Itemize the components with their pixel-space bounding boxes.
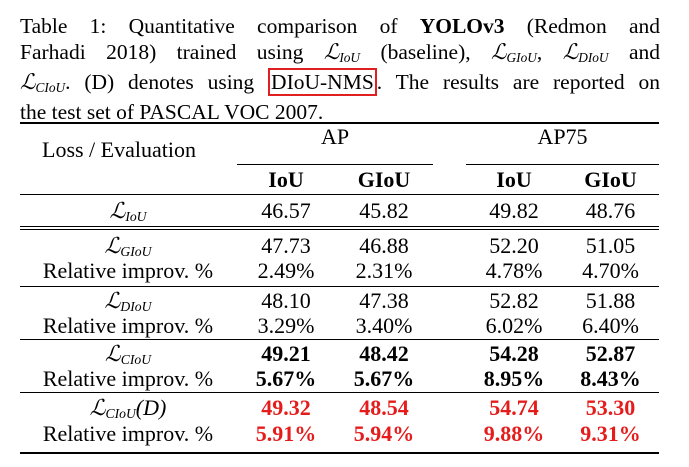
lciou-ap-giou: 48.42 — [359, 341, 409, 366]
lgiou-ap-iou: 47.73 — [261, 233, 311, 258]
bottom-rule — [20, 452, 659, 454]
rule-after-giou — [20, 286, 659, 287]
row-label-lcioud-rel: Relative improv. % — [42, 421, 214, 446]
lcioud-ap75-iou: 54.74 — [489, 395, 539, 420]
lgiou-rel-ap75-iou: 4.78% — [485, 258, 543, 283]
lcioud-ap-iou: 49.32 — [261, 395, 311, 420]
ap75-giou-header: GIoU — [584, 167, 637, 192]
rule-after-liou-b — [20, 229, 659, 230]
ldiou-ap75-iou: 52.82 — [489, 288, 539, 313]
lciou-ap-iou: 49.21 — [261, 341, 311, 366]
ap75-header: AP75 — [537, 124, 588, 149]
caption-line-3: ℒCIoU. (D) denotes using DIoU-NMS. The r… — [20, 67, 660, 96]
lciou-rel-ap-giou: 5.67% — [353, 366, 415, 391]
lcioud-rel-ap75-giou: 9.31% — [580, 421, 641, 446]
lcioud-rel-ap75-iou: 9.88% — [483, 421, 545, 446]
table-caption: Table 1: Quantitative comparison of YOLO… — [20, 14, 660, 126]
ap75-underline — [466, 164, 659, 165]
row-label-ldiou: ℒDIoU — [104, 289, 152, 314]
row-label-lciou: ℒCIoU — [104, 342, 152, 367]
diou-nms-highlight-box: DIoU-NMS — [268, 67, 377, 96]
lcioud-ap75-giou: 53.30 — [585, 395, 636, 420]
lciou-rel-ap75-giou: 8.43% — [580, 366, 641, 391]
lcioud-ap-giou: 48.54 — [359, 395, 409, 420]
row-label-ldiou-rel: Relative improv. % — [42, 313, 214, 338]
row-label-lcioud: ℒCIoU(D) — [89, 395, 167, 421]
ap-iou-header: IoU — [268, 167, 304, 192]
top-rule — [20, 122, 659, 124]
rule-after-ciou — [20, 392, 659, 393]
lciou-rel-ap-iou: 5.67% — [255, 366, 317, 391]
ap75-iou-header: IoU — [496, 167, 532, 192]
caption-line-1: Table 1: Quantitative comparison of YOLO… — [20, 14, 661, 38]
lciou-rel-ap75-iou: 8.95% — [483, 366, 545, 391]
liou-ap-giou: 45.82 — [359, 198, 409, 223]
yolov3-name: YOLOv3 — [419, 14, 505, 38]
caption-line-4: the test set of PASCAL VOC 2007. — [20, 100, 324, 125]
liou-ap-iou: 46.57 — [261, 198, 311, 223]
row-label-liou: ℒIoU — [109, 199, 147, 224]
ldiou-rel-ap75-giou: 6.40% — [582, 313, 639, 338]
header-rule — [20, 194, 659, 195]
row-label-lciou-rel: Relative improv. % — [42, 366, 214, 391]
rule-after-liou-a — [20, 226, 659, 227]
lgiou-rel-ap-iou: 2.49% — [257, 258, 315, 283]
lgiou-ap75-iou: 52.20 — [489, 233, 539, 258]
liou-ap75-giou: 48.76 — [585, 198, 636, 223]
ldiou-rel-ap-iou: 3.29% — [257, 313, 315, 338]
loss-evaluation-header: Loss / Evaluation — [42, 137, 196, 162]
liou-ap75-iou: 49.82 — [489, 198, 539, 223]
lgiou-rel-ap75-giou: 4.70% — [582, 258, 639, 283]
ldiou-rel-ap75-iou: 6.02% — [485, 313, 543, 338]
lcioud-rel-ap-giou: 5.94% — [353, 421, 415, 446]
row-label-lgiou: ℒGIoU — [104, 234, 152, 259]
lgiou-ap-giou: 46.88 — [359, 233, 409, 258]
lciou-ap75-giou: 52.87 — [585, 341, 636, 366]
ap-header: AP — [320, 124, 350, 149]
ldiou-rel-ap-giou: 3.40% — [355, 313, 413, 338]
ap-giou-header: GIoU — [357, 167, 411, 192]
ldiou-ap-iou: 48.10 — [261, 288, 311, 313]
lgiou-rel-ap-giou: 2.31% — [355, 258, 413, 283]
row-label-lgiou-rel: Relative improv. % — [42, 258, 214, 283]
ldiou-ap75-giou: 51.88 — [585, 288, 636, 313]
lciou-ap75-iou: 54.28 — [489, 341, 539, 366]
rule-after-diou — [20, 339, 659, 340]
ldiou-ap-giou: 47.38 — [359, 288, 409, 313]
lcioud-rel-ap-iou: 5.91% — [255, 421, 317, 446]
caption-line-2: Farhadi 2018) trained using ℒIoU (baseli… — [20, 39, 661, 65]
ap-underline — [237, 164, 433, 165]
lgiou-ap75-giou: 51.05 — [585, 233, 636, 258]
